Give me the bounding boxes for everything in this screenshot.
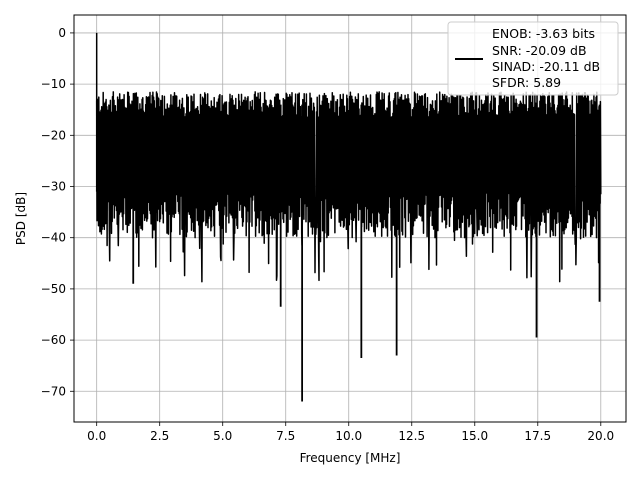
x-tick-label: 2.5 [150,429,169,443]
y-tick-label: −50 [41,282,66,296]
y-tick-label: −10 [41,77,66,91]
y-tick-label: −40 [41,231,66,245]
legend: ENOB: -3.63 bits SNR: -20.09 dB SINAD: -… [447,21,619,96]
series-psd-line [95,32,602,402]
x-tick-label: 10.0 [335,429,362,443]
legend-line-sfdr: SFDR: 5.89 [492,75,561,90]
legend-line-snr: SNR: -20.09 dB [492,43,587,58]
y-tick-label: 0 [58,26,66,40]
y-tick-label: −60 [41,333,66,347]
y-tick-label: −70 [41,384,66,398]
x-tick-label: 7.5 [276,429,295,443]
y-tick-label: −30 [41,180,66,194]
legend-line-sinad: SINAD: -20.11 dB [492,59,600,74]
x-tick-label: 17.5 [524,429,551,443]
y-axis-label: PSD [dB] [14,192,28,245]
legend-line-enob: ENOB: -3.63 bits [492,26,595,41]
plot-frame [73,14,627,423]
y-axis: 0 −10 −20 −30 −40 −50 −60 −70 [41,26,74,398]
x-tick-label: 12.5 [398,429,425,443]
x-axis-label: Frequency [MHz] [300,451,401,465]
x-tick-label: 15.0 [461,429,488,443]
x-tick-label: 0.0 [87,429,106,443]
x-axis: 0.0 2.5 5.0 7.5 10.0 12.5 15.0 17.5 20.0 [87,422,614,443]
x-tick-label: 5.0 [213,429,232,443]
psd-line [95,91,602,283]
legend-box [447,21,619,96]
y-tick-label: −20 [41,128,66,142]
x-tick-label: 20.0 [587,429,614,443]
